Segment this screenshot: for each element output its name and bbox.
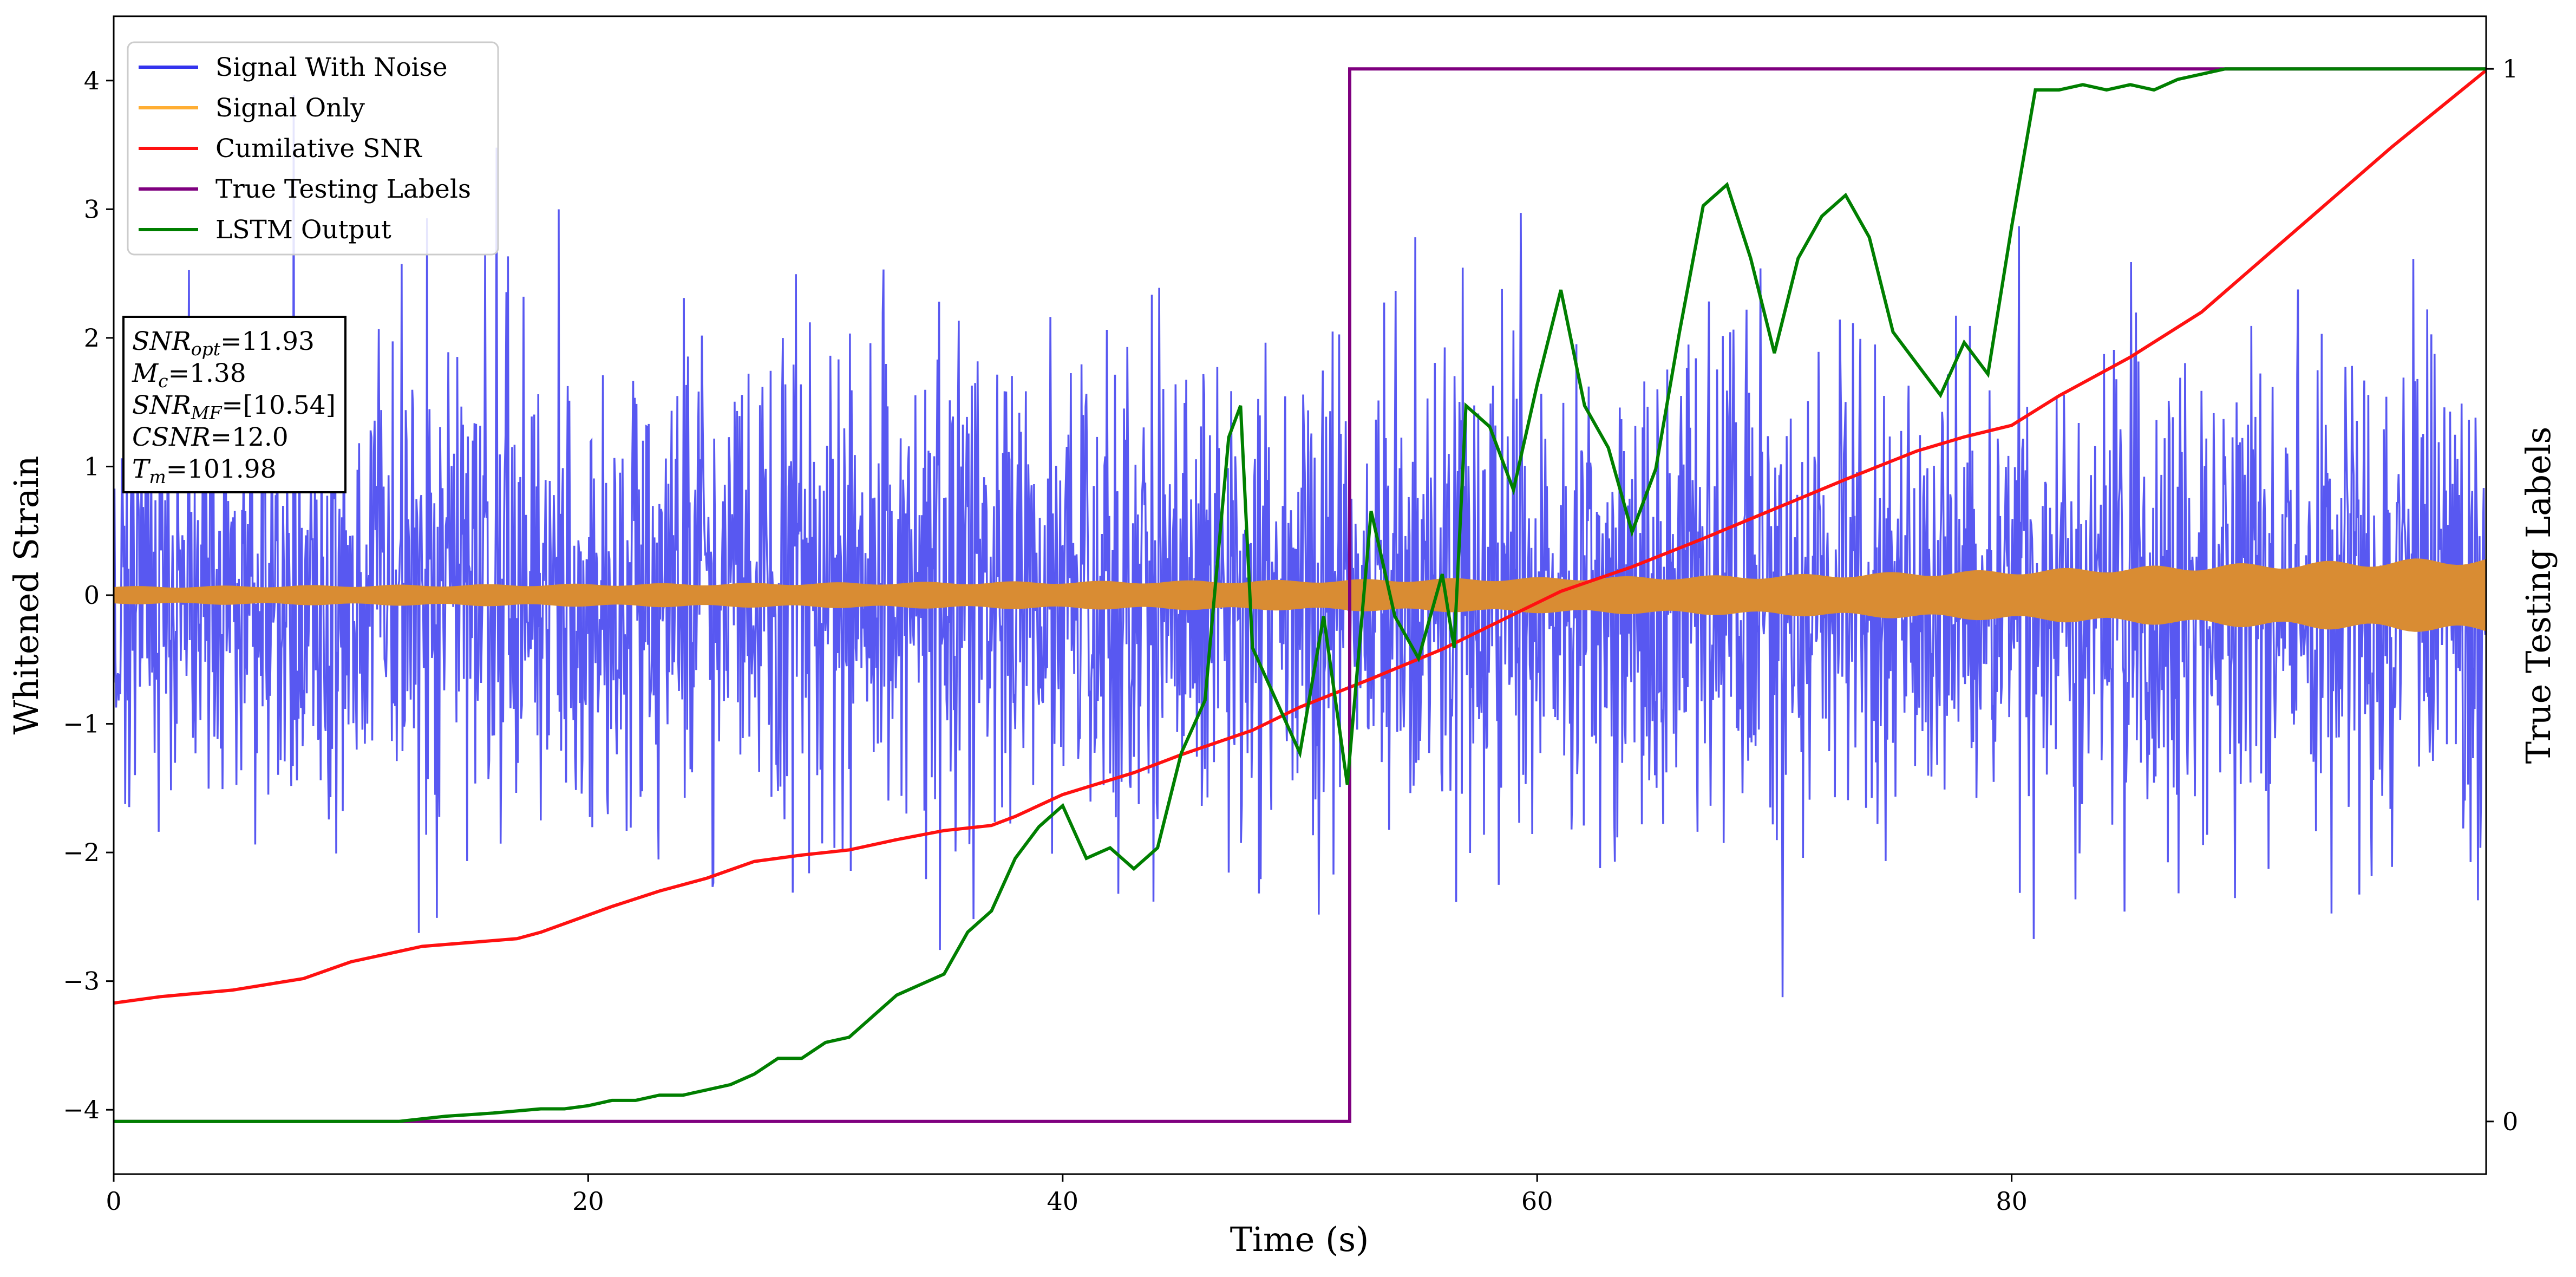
y2-axis-title: True Testing Labels (2519, 427, 2558, 764)
y-tick-label: 2 (84, 323, 100, 353)
series-signal-with-noise (114, 94, 2486, 998)
annotation-box: SNRopt=11.93Mc=1.38SNRMF=[10.54]CSNR=12.… (122, 316, 346, 493)
y2-tick-label: 1 (2502, 54, 2518, 83)
legend-label: Signal With Noise (215, 53, 448, 82)
series-signal-only (114, 558, 2486, 632)
y-tick-label: −4 (63, 1095, 100, 1124)
annotation-line: CSNR=12.0 (132, 422, 289, 452)
x-tick-label: 60 (1521, 1187, 1553, 1216)
series-layer (114, 67, 2486, 1123)
x-tick-label: 80 (1996, 1187, 2028, 1216)
annotation-frame (122, 316, 346, 493)
legend-box (127, 41, 499, 256)
x-tick-label: 20 (572, 1187, 604, 1216)
y-tick-label: 3 (84, 194, 100, 224)
legend-label: LSTM Output (215, 215, 391, 245)
y-axis-right: 01 (2486, 54, 2518, 1136)
y-tick-label: 0 (84, 581, 100, 610)
y-tick-label: 4 (84, 66, 100, 95)
y-tick-label: −2 (63, 838, 100, 867)
y-tick-label: −3 (63, 967, 100, 996)
y2-tick-label: 0 (2502, 1107, 2518, 1136)
annotation-line: Tm=101.98 (132, 454, 277, 487)
annotation-line: SNRopt=11.93 (132, 327, 315, 360)
y-axis-left: −4 −3 −2 −1 0 1 2 3 4 (63, 66, 114, 1124)
y-tick-label: 1 (84, 452, 100, 481)
y-axis-title: Whitened Strain (6, 456, 46, 735)
legend-label: Signal Only (215, 93, 365, 123)
legend: Signal With Noise Signal Only Cumilative S… (127, 41, 499, 256)
series-lstm-output (114, 67, 2486, 1123)
series-true-testing-labels (114, 67, 2486, 1123)
x-tick-label: 0 (106, 1187, 121, 1216)
legend-label: Cumilative SNR (215, 134, 422, 164)
annotation-line: SNRMF=[10.54] (132, 390, 336, 424)
x-axis: 0 20 40 60 80 (106, 1174, 2028, 1216)
x-tick-label: 40 (1047, 1187, 1079, 1216)
annotation-line: Mc=1.38 (132, 359, 246, 392)
y-tick-label: −1 (63, 709, 100, 739)
x-axis-title: Time (s) (1230, 1220, 1369, 1259)
legend-label: True Testing Labels (215, 174, 471, 204)
